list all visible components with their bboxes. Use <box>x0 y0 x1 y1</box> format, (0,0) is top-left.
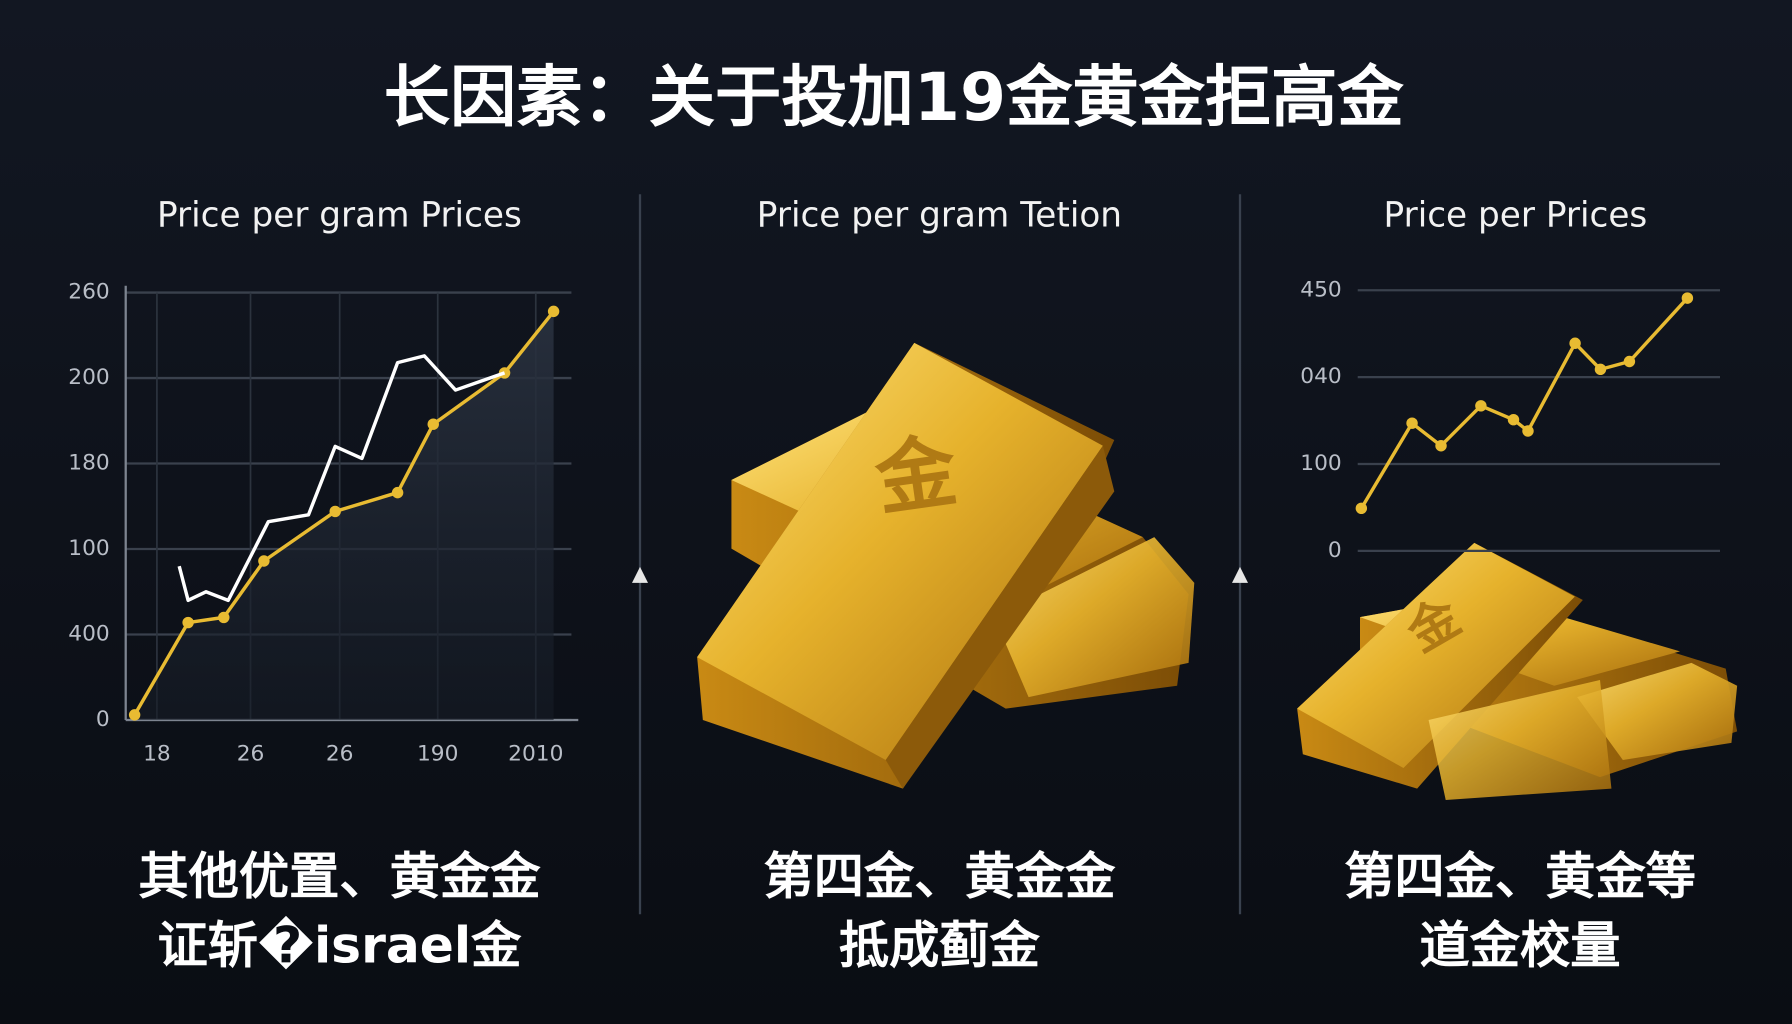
gold-bars <box>697 342 1195 789</box>
panel-heading: Price per gram Tetion <box>757 195 1122 235</box>
y-tick-label: 040 <box>1300 364 1341 389</box>
point <box>391 486 404 499</box>
point <box>427 418 439 430</box>
point <box>1681 292 1694 304</box>
x-tick-label: 26 <box>237 741 265 766</box>
panel-caption: 道金校量 <box>1419 915 1620 974</box>
y-tick-label: 100 <box>68 536 109 561</box>
point <box>1522 425 1534 437</box>
chart: 0 100 040 450 <box>1300 277 1720 563</box>
x-tick-label: 26 <box>326 741 354 766</box>
point <box>1594 363 1607 376</box>
panel-heading: Price per Prices <box>1384 195 1648 235</box>
line <box>1359 296 1689 510</box>
panel-caption: 抵成蓟金 <box>839 915 1041 974</box>
chart: 0 400 100 180 200 260 18 26 26 190 2010 <box>68 280 579 766</box>
x-tick-label: 190 <box>417 741 458 766</box>
y-tick-label: 400 <box>68 622 109 647</box>
x-tick-label: 18 <box>143 741 171 766</box>
y-tick-label: 0 <box>96 707 110 732</box>
line <box>177 354 506 603</box>
y-tick-label: 0 <box>1328 538 1342 563</box>
point <box>1355 502 1368 515</box>
x-tick-label: 2010 <box>508 741 563 766</box>
panel-caption: 第四金、黄金等 <box>1344 847 1696 906</box>
y-tick-label: 100 <box>1300 451 1341 476</box>
page-title: 长因素：关于投加19金黄金拒高金 <box>384 58 1405 136</box>
y-tick-label: 200 <box>68 365 109 390</box>
point <box>1475 400 1487 412</box>
y-tick-label: 450 <box>1300 277 1341 302</box>
point <box>128 709 141 721</box>
point <box>182 616 194 629</box>
gold-bars <box>1297 542 1738 800</box>
point <box>1435 440 1447 452</box>
panel-caption: 其他优置、黄金金 <box>138 847 541 906</box>
y-tick-label: 260 <box>68 280 109 305</box>
panel-caption: 第四金、黄金金 <box>763 847 1116 906</box>
point <box>547 305 560 318</box>
divider <box>638 194 1242 915</box>
point <box>1406 417 1418 429</box>
panel-heading: Price per gram Prices <box>157 195 522 235</box>
point <box>258 555 270 567</box>
point <box>1569 337 1581 349</box>
point <box>1507 413 1520 426</box>
point <box>329 505 341 518</box>
bar-emblem: 金 <box>869 424 963 528</box>
panel-caption: 证斩�israel金 <box>157 915 522 974</box>
y-tick-label: 180 <box>68 451 109 476</box>
point <box>218 611 230 624</box>
point <box>1623 355 1636 368</box>
